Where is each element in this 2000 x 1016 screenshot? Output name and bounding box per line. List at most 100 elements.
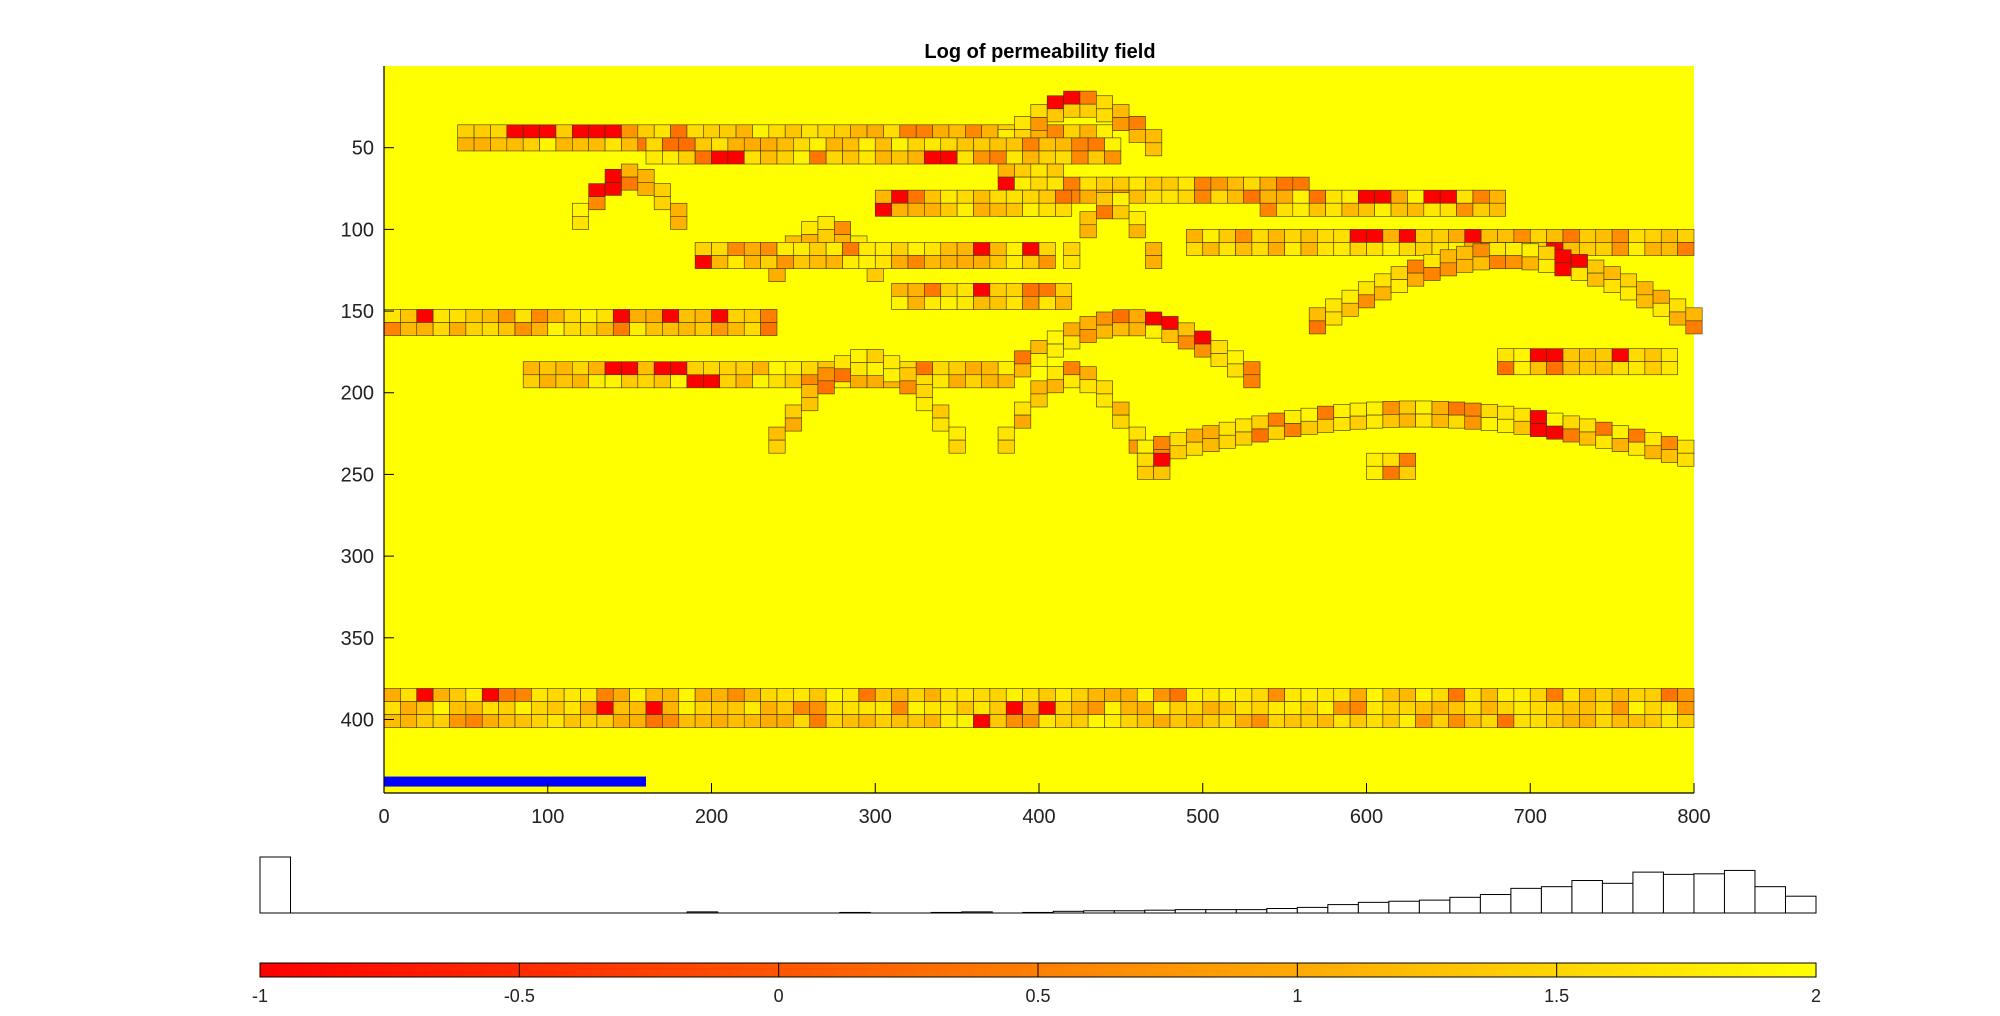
marker-bar [384,776,646,787]
cell [842,150,860,165]
cell [637,361,655,376]
cell [1464,402,1482,417]
cell [1030,380,1048,395]
cell [580,322,598,336]
cell [1480,688,1498,702]
cell [1267,425,1285,440]
cell [1145,129,1163,144]
cell [1595,348,1613,363]
cell [1079,224,1097,239]
cell [858,242,876,256]
cell [1038,701,1056,715]
cell [866,268,884,282]
colorbar-tick-label: -0.5 [504,986,535,1006]
cell [768,439,786,454]
cell [1611,229,1629,243]
cell [1579,242,1597,256]
cell [842,242,860,256]
cell [809,701,827,715]
cell [1382,701,1400,715]
cell [1136,452,1154,467]
cell [1464,714,1482,728]
cell [834,124,851,139]
cell [711,137,729,152]
cell [940,296,958,310]
cell [1677,701,1695,715]
cell [1218,714,1236,728]
cell [973,688,991,702]
cell [711,701,729,715]
cell [858,701,876,715]
cell [1317,229,1335,243]
cell [1063,255,1081,269]
cell [531,701,549,715]
cell [1660,348,1678,363]
cell [809,688,827,702]
cell [1022,714,1040,728]
cell [539,374,557,389]
cell [784,417,802,432]
cell [1390,202,1408,217]
cell [1055,150,1073,165]
cell [924,255,942,269]
histogram-bar [1540,886,1573,914]
cell [997,163,1015,178]
cell [1398,400,1416,415]
cell [940,137,958,152]
cell [1128,224,1146,239]
cell [670,124,688,139]
cell [1079,124,1097,139]
cell [1529,714,1547,728]
cell [596,309,614,323]
cell [604,361,622,376]
cell [1145,189,1163,204]
cell [801,221,819,235]
cell [1546,688,1564,702]
cell [1194,176,1212,191]
cell [1104,688,1122,702]
x-tick-label: 400 [1022,806,1055,828]
cell [1063,124,1081,139]
cell-segment [694,242,1056,269]
cell [883,368,901,383]
cell [776,701,794,715]
cell [1325,298,1343,313]
cell [1005,282,1023,297]
cell-segment [645,137,1122,165]
cell [973,150,991,165]
cell [1104,714,1122,728]
cell [1284,423,1302,437]
cell [596,714,614,728]
cell [1513,407,1531,422]
cell [1096,192,1113,207]
cell [645,150,663,165]
cell [1096,95,1113,110]
cell [743,701,761,715]
cell [743,688,761,702]
cell [1620,273,1637,288]
cell [1595,714,1613,728]
cell [1087,714,1105,728]
cell [1546,348,1564,363]
cell [1660,242,1678,256]
cell [858,688,876,702]
cell [432,322,450,336]
cell [948,124,966,139]
cell [1562,688,1580,702]
cell [1374,273,1392,288]
cell [1153,436,1171,450]
cell [1579,688,1597,702]
cell [1685,307,1703,322]
cell [973,282,991,297]
cell [1022,189,1040,204]
cell [1603,279,1621,293]
cell [522,361,540,376]
colorbar-tick-label: 0 [774,986,784,1006]
cell [1398,242,1416,256]
cell [1480,701,1498,715]
cell [768,374,786,389]
cell [572,137,589,152]
cell [711,714,729,728]
cell [522,124,540,139]
cell [1005,202,1023,217]
